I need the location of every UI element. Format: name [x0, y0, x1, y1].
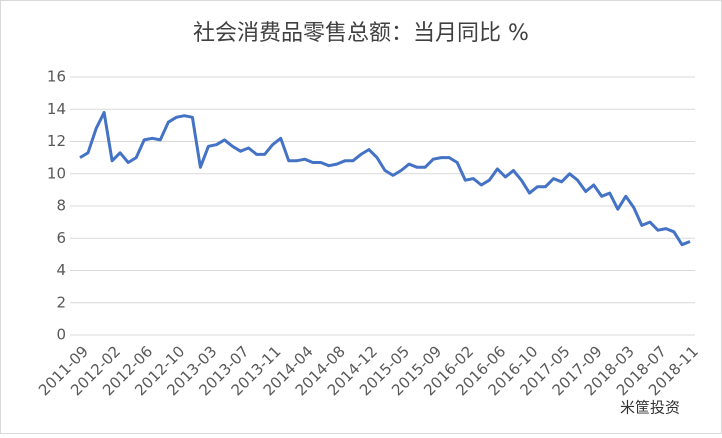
y-tick-label: 6 [56, 229, 66, 247]
y-tick-label: 16 [47, 68, 66, 86]
y-tick-label: 10 [47, 164, 66, 182]
y-tick-label: 4 [56, 261, 66, 279]
y-tick-label: 12 [47, 132, 66, 150]
y-tick-label: 2 [56, 293, 66, 311]
chart-title: 社会消费品零售总额：当月同比 % [193, 21, 529, 46]
y-tick-label: 8 [56, 197, 66, 215]
data-line [79, 111, 691, 247]
watermark: 米筐投资 [620, 399, 680, 417]
y-tick-label: 14 [47, 100, 66, 118]
y-tick-label: 0 [56, 326, 66, 344]
